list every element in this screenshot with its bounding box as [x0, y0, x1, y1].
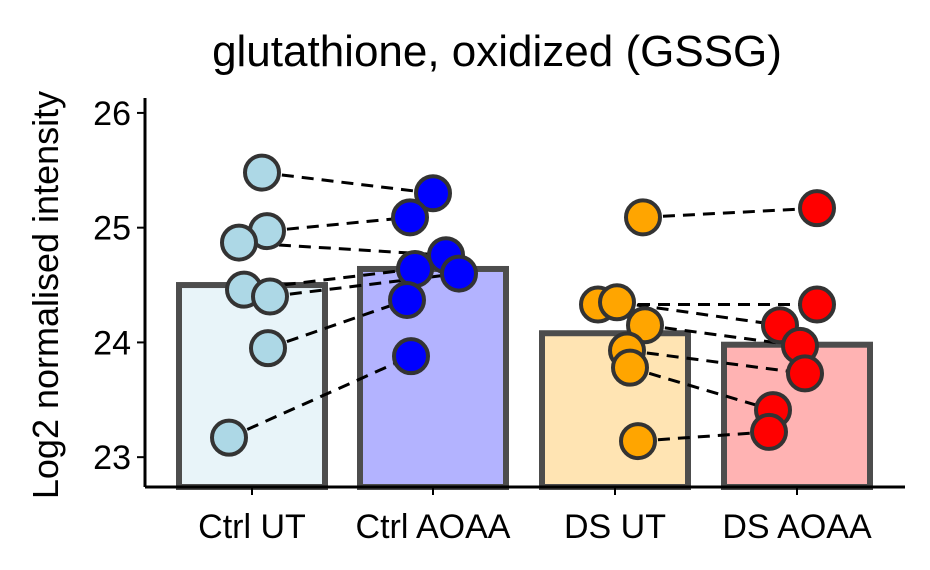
point: [798, 189, 836, 228]
bar: [176, 282, 328, 490]
pair-line: [269, 272, 460, 299]
y-tick-label: 23: [93, 439, 131, 477]
y-tick-label: 25: [93, 210, 131, 248]
point: [798, 285, 836, 324]
x-tick-label: Ctrl UT: [198, 508, 306, 546]
point: [210, 418, 248, 457]
point: [786, 354, 824, 393]
pair-line: [238, 241, 447, 257]
point: [619, 422, 657, 461]
pair-line: [637, 430, 770, 443]
point: [626, 306, 664, 345]
pair-line: [616, 300, 781, 327]
y-tick-label: 24: [93, 324, 131, 362]
pair-line: [261, 171, 434, 195]
pair-line: [626, 348, 806, 375]
point: [220, 223, 258, 262]
pair-line: [267, 298, 408, 350]
point: [598, 283, 636, 322]
point: [392, 337, 430, 376]
x-tick-label: DS AOAA: [722, 508, 872, 546]
bar: [357, 265, 509, 491]
point: [396, 249, 434, 288]
point: [624, 198, 662, 237]
chart-title: glutathione, oxidized (GSSG): [212, 27, 782, 76]
pair-line: [629, 366, 774, 412]
point: [611, 348, 649, 387]
x-tick-label: DS UT: [564, 508, 666, 546]
point: [251, 277, 289, 316]
point: [243, 153, 281, 192]
y-axis-label: Log2 normalised intensity: [25, 91, 66, 499]
pair-line: [266, 215, 411, 233]
point: [249, 329, 287, 368]
pair-line: [228, 354, 412, 440]
pair-line: [642, 206, 818, 219]
point: [750, 412, 788, 451]
y-tick-label: 26: [93, 95, 131, 133]
point: [414, 174, 452, 213]
point: [391, 198, 429, 237]
point: [388, 280, 426, 319]
point: [440, 254, 478, 293]
x-tick-label: Ctrl AOAA: [356, 508, 511, 546]
